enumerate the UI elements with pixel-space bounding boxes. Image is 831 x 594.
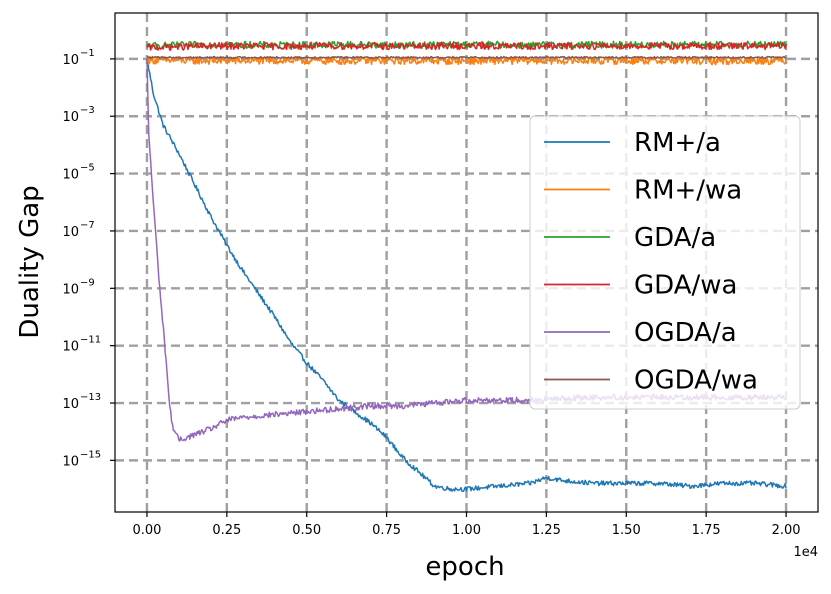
y-axis-title: Duality Gap bbox=[15, 185, 45, 338]
y-tick-label: 10 bbox=[62, 454, 79, 469]
x-tick-label: 2.00 bbox=[772, 523, 801, 538]
y-tick-label: 10 bbox=[62, 168, 79, 183]
legend-label: RM+/a bbox=[634, 128, 721, 158]
y-tick-label: 10 bbox=[62, 397, 79, 412]
y-tick-label-exponent: −7 bbox=[80, 220, 95, 231]
x-tick-label: 0.75 bbox=[372, 523, 401, 538]
y-tick-label: 10 bbox=[62, 53, 79, 68]
legend: RM+/a RM+/wa GDA/a GDA/wa OGDA/a OGDA/wa bbox=[529, 115, 801, 410]
series-line-gda-wa bbox=[146, 41, 787, 51]
series-line-rm-wa bbox=[146, 56, 787, 66]
series-line-ogda-wa bbox=[146, 55, 787, 60]
y-tick-label-exponent: −3 bbox=[80, 105, 95, 116]
x-tick-label: 0.00 bbox=[132, 523, 161, 538]
legend-label: OGDA/a bbox=[634, 318, 737, 348]
x-offset-label: 1e4 bbox=[793, 545, 818, 560]
y-tick-label: 10 bbox=[62, 282, 79, 297]
legend-label: GDA/a bbox=[634, 223, 716, 253]
legend-label: RM+/wa bbox=[634, 176, 742, 206]
legend-label: OGDA/wa bbox=[634, 366, 758, 396]
x-tick-label: 0.50 bbox=[292, 523, 321, 538]
y-tick-label-exponent: −13 bbox=[80, 392, 101, 403]
y-tick-label: 10 bbox=[62, 110, 79, 125]
x-tick-label: 0.25 bbox=[212, 523, 241, 538]
y-tick-label-exponent: −15 bbox=[80, 449, 101, 460]
y-tick-label: 10 bbox=[62, 340, 79, 355]
y-tick-label-exponent: −11 bbox=[80, 335, 101, 346]
x-tick-label: 1.75 bbox=[692, 523, 721, 538]
y-tick-label-exponent: −9 bbox=[80, 277, 95, 288]
grid bbox=[115, 13, 818, 512]
x-tick-label: 1.25 bbox=[532, 523, 561, 538]
series-line-rm-a bbox=[146, 58, 787, 493]
x-tick-label: 1.00 bbox=[452, 523, 481, 538]
y-tick-label-exponent: −5 bbox=[80, 163, 95, 174]
legend-label: GDA/wa bbox=[634, 271, 737, 301]
x-axis-title: epoch bbox=[425, 552, 504, 582]
x-tick-label: 1.50 bbox=[612, 523, 641, 538]
y-tick-label-exponent: −1 bbox=[80, 48, 95, 59]
y-tick-label: 10 bbox=[62, 225, 79, 240]
